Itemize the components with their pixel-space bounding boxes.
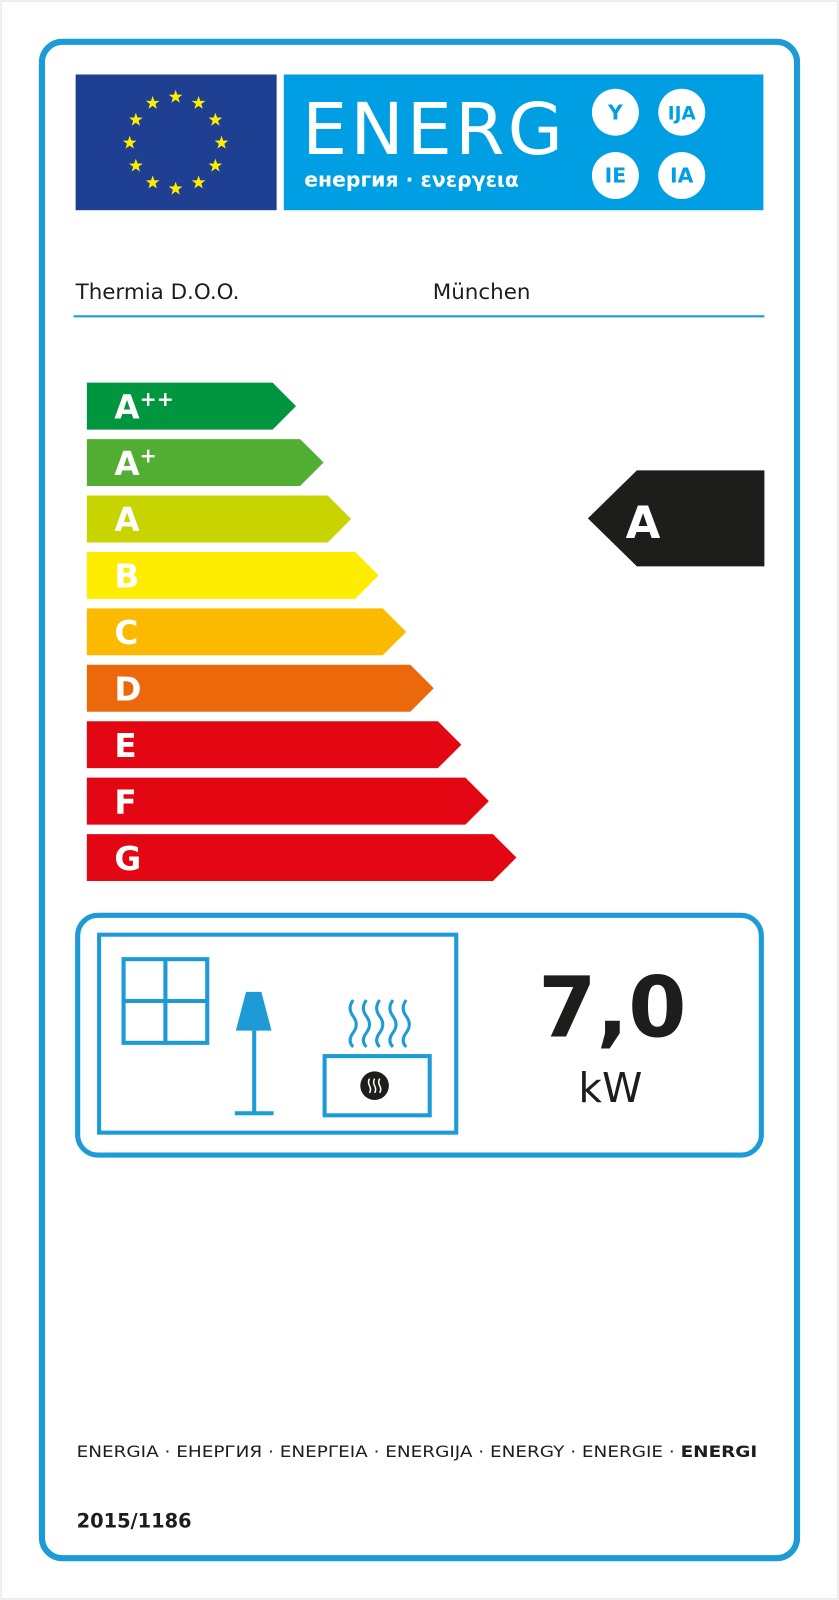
eu-star-icon [208,158,223,172]
class-label: C [114,614,138,652]
output-box [75,912,764,1158]
class-label: G [114,840,141,878]
suffix-ie: IE [605,164,627,188]
eu-star-icon [191,175,206,189]
lamp-icon [234,991,274,1116]
class-label: A+ [114,444,156,483]
class-label: F [114,783,136,821]
label-frame [38,38,801,1562]
eu-star-icon [191,95,206,109]
class-label: A [114,501,140,539]
language-line: ENERGIA · ЕНЕРГИЯ · ΕΝΕΡΓΕΙΑ · ENERGIJA … [77,1442,758,1461]
eu-star-icon [122,135,137,149]
class-arrow-f: F [86,777,489,825]
eu-star-icon [129,158,143,172]
suffix-ija: IJA [668,103,697,124]
suffix-ia: IA [670,164,694,188]
regulation-number: 2015/1186 [77,1510,192,1533]
class-arrow-a: A [86,495,352,543]
rating-letter: A [626,496,661,549]
heater-icon [322,999,432,1118]
class-label: D [114,671,141,709]
eu-star-icon [129,112,143,126]
eu-flag-icon [75,74,277,211]
class-label: E [114,727,136,765]
window-icon [121,957,210,1045]
eu-star-icon [168,181,183,195]
class-arrow-e: E [86,721,462,769]
banner-title: ENERG [302,88,566,171]
eu-star-icon [145,175,160,189]
class-arrow-g: G [86,834,517,882]
model-name: München [433,280,531,305]
space-heater-icon-box [97,932,459,1135]
eu-star-icon [214,135,229,149]
suffix-y: Y [607,100,623,124]
supplier-name: Thermia D.O.O. [75,280,240,305]
class-arrow-d: D [86,664,434,712]
class-arrow-c: C [86,608,407,656]
class-arrow-aplusplus: A++ [86,382,297,430]
eu-star-icon [208,112,223,126]
rating-indicator: A [587,470,765,567]
heat-output-value: 7,0 [538,959,686,1057]
class-label: B [114,558,139,596]
eu-star-icon [145,95,160,109]
energy-banner: ENERG енергия · ενεργεια Y IJA IE IA [283,74,764,211]
eu-star-icon [168,89,183,103]
banner-subtitle: енергия · ενεργεια [304,168,519,192]
class-arrow-b: B [86,551,379,599]
class-arrow-aplus: A+ [86,439,324,487]
heat-output-unit: kW [578,1064,642,1112]
